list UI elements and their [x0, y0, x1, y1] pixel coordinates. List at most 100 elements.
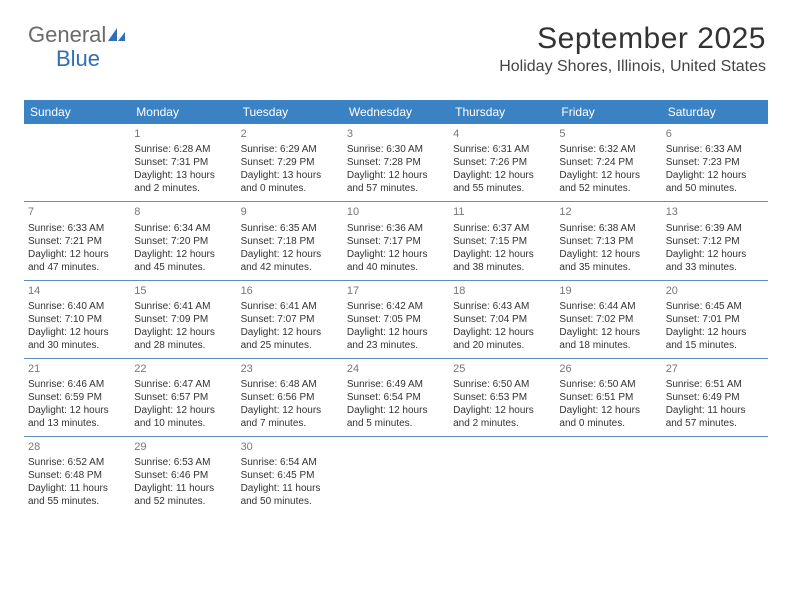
- sunset-line: Sunset: 7:01 PM: [666, 313, 764, 326]
- daylight-line: Daylight: 12 hours and 28 minutes.: [134, 326, 232, 352]
- page-subtitle: Holiday Shores, Illinois, United States: [499, 58, 766, 76]
- sunset-line: Sunset: 7:26 PM: [453, 156, 551, 169]
- daylight-line: Daylight: 12 hours and 33 minutes.: [666, 248, 764, 274]
- calendar-day-cell: [449, 437, 555, 515]
- sunrise-line: Sunrise: 6:42 AM: [347, 300, 445, 313]
- day-number: 24: [347, 362, 445, 376]
- sunrise-line: Sunrise: 6:41 AM: [134, 300, 232, 313]
- sunrise-line: Sunrise: 6:30 AM: [347, 143, 445, 156]
- sunrise-line: Sunrise: 6:37 AM: [453, 222, 551, 235]
- sunrise-line: Sunrise: 6:35 AM: [241, 222, 339, 235]
- sunset-line: Sunset: 7:17 PM: [347, 235, 445, 248]
- sunrise-line: Sunrise: 6:33 AM: [666, 143, 764, 156]
- calendar-body: 1Sunrise: 6:28 AMSunset: 7:31 PMDaylight…: [24, 124, 768, 514]
- day-number: 26: [559, 362, 657, 376]
- day-number: 25: [453, 362, 551, 376]
- daylight-line: Daylight: 11 hours and 52 minutes.: [134, 482, 232, 508]
- calendar: SundayMondayTuesdayWednesdayThursdayFrid…: [24, 100, 768, 514]
- day-number: 3: [347, 127, 445, 141]
- sunrise-line: Sunrise: 6:52 AM: [28, 456, 126, 469]
- day-number: 15: [134, 284, 232, 298]
- sunrise-line: Sunrise: 6:41 AM: [241, 300, 339, 313]
- calendar-day-cell: 15Sunrise: 6:41 AMSunset: 7:09 PMDayligh…: [130, 280, 236, 358]
- daylight-line: Daylight: 12 hours and 38 minutes.: [453, 248, 551, 274]
- sunset-line: Sunset: 7:29 PM: [241, 156, 339, 169]
- daylight-line: Daylight: 13 hours and 0 minutes.: [241, 169, 339, 195]
- sunset-line: Sunset: 6:51 PM: [559, 391, 657, 404]
- daylight-line: Daylight: 12 hours and 42 minutes.: [241, 248, 339, 274]
- day-number: 29: [134, 440, 232, 454]
- sunrise-line: Sunrise: 6:50 AM: [453, 378, 551, 391]
- sunrise-line: Sunrise: 6:51 AM: [666, 378, 764, 391]
- daylight-line: Daylight: 12 hours and 18 minutes.: [559, 326, 657, 352]
- day-number: 14: [28, 284, 126, 298]
- sunrise-line: Sunrise: 6:44 AM: [559, 300, 657, 313]
- sunset-line: Sunset: 6:46 PM: [134, 469, 232, 482]
- sunset-line: Sunset: 7:28 PM: [347, 156, 445, 169]
- sunset-line: Sunset: 6:54 PM: [347, 391, 445, 404]
- daylight-line: Daylight: 12 hours and 57 minutes.: [347, 169, 445, 195]
- calendar-day-cell: 21Sunrise: 6:46 AMSunset: 6:59 PMDayligh…: [24, 358, 130, 436]
- calendar-day-cell: 20Sunrise: 6:45 AMSunset: 7:01 PMDayligh…: [662, 280, 768, 358]
- day-number: 10: [347, 205, 445, 219]
- sunset-line: Sunset: 7:04 PM: [453, 313, 551, 326]
- calendar-day-cell: 4Sunrise: 6:31 AMSunset: 7:26 PMDaylight…: [449, 124, 555, 202]
- calendar-day-cell: [662, 437, 768, 515]
- calendar-day-cell: 10 Sunrise: 6:36 AMSunset: 7:17 PMDayligh…: [343, 202, 449, 280]
- day-number: 12: [559, 205, 657, 219]
- sunset-line: Sunset: 7:07 PM: [241, 313, 339, 326]
- day-number: 13: [666, 205, 764, 219]
- sunset-line: Sunset: 6:56 PM: [241, 391, 339, 404]
- day-number: 23: [241, 362, 339, 376]
- sunrise-line: Sunrise: 6:47 AM: [134, 378, 232, 391]
- sunrise-line: Sunrise: 6:38 AM: [559, 222, 657, 235]
- daylight-line: Daylight: 12 hours and 47 minutes.: [28, 248, 126, 274]
- calendar-day-cell: 17Sunrise: 6:42 AMSunset: 7:05 PMDayligh…: [343, 280, 449, 358]
- day-number: 7: [28, 205, 126, 219]
- sunset-line: Sunset: 6:57 PM: [134, 391, 232, 404]
- daylight-line: Daylight: 12 hours and 55 minutes.: [453, 169, 551, 195]
- weekday-header: Tuesday: [237, 100, 343, 124]
- day-number: 28: [28, 440, 126, 454]
- page-title: September 2025: [499, 22, 766, 56]
- sunset-line: Sunset: 7:23 PM: [666, 156, 764, 169]
- sunrise-line: Sunrise: 6:45 AM: [666, 300, 764, 313]
- sunset-line: Sunset: 6:45 PM: [241, 469, 339, 482]
- day-number: 9: [241, 205, 339, 219]
- calendar-week-row: 1Sunrise: 6:28 AMSunset: 7:31 PMDaylight…: [24, 124, 768, 202]
- weekday-header: Friday: [555, 100, 661, 124]
- calendar-day-cell: 28Sunrise: 6:52 AMSunset: 6:48 PMDayligh…: [24, 437, 130, 515]
- day-number: 30: [241, 440, 339, 454]
- calendar-day-cell: 16Sunrise: 6:41 AMSunset: 7:07 PMDayligh…: [237, 280, 343, 358]
- day-number: 17: [347, 284, 445, 298]
- sunrise-line: Sunrise: 6:29 AM: [241, 143, 339, 156]
- sunset-line: Sunset: 7:15 PM: [453, 235, 551, 248]
- weekday-header: Saturday: [662, 100, 768, 124]
- daylight-line: Daylight: 13 hours and 2 minutes.: [134, 169, 232, 195]
- sunrise-line: Sunrise: 6:50 AM: [559, 378, 657, 391]
- calendar-day-cell: 26Sunrise: 6:50 AMSunset: 6:51 PMDayligh…: [555, 358, 661, 436]
- sunset-line: Sunset: 7:13 PM: [559, 235, 657, 248]
- sunrise-line: Sunrise: 6:33 AM: [28, 222, 126, 235]
- sunrise-line: Sunrise: 6:32 AM: [559, 143, 657, 156]
- sunset-line: Sunset: 7:20 PM: [134, 235, 232, 248]
- sunrise-line: Sunrise: 6:34 AM: [134, 222, 232, 235]
- calendar-day-cell: 3 Sunrise: 6:30 AMSunset: 7:28 PMDaylight…: [343, 124, 449, 202]
- calendar-day-cell: 13Sunrise: 6:39 AMSunset: 7:12 PMDayligh…: [662, 202, 768, 280]
- sunrise-line: Sunrise: 6:28 AM: [134, 143, 232, 156]
- sunrise-line: Sunrise: 6:40 AM: [28, 300, 126, 313]
- sunrise-line: Sunrise: 6:36 AM: [347, 222, 445, 235]
- daylight-line: Daylight: 12 hours and 20 minutes.: [453, 326, 551, 352]
- sunset-line: Sunset: 6:49 PM: [666, 391, 764, 404]
- brand-line1: General: [28, 22, 106, 47]
- daylight-line: Daylight: 12 hours and 52 minutes.: [559, 169, 657, 195]
- day-number: 6: [666, 127, 764, 141]
- calendar-day-cell: 19Sunrise: 6:44 AMSunset: 7:02 PMDayligh…: [555, 280, 661, 358]
- daylight-line: Daylight: 12 hours and 50 minutes.: [666, 169, 764, 195]
- page-header: September 2025 Holiday Shores, Illinois,…: [499, 22, 766, 76]
- daylight-line: Daylight: 12 hours and 40 minutes.: [347, 248, 445, 274]
- calendar-day-cell: 2Sunrise: 6:29 AMSunset: 7:29 PMDaylight…: [237, 124, 343, 202]
- weekday-header: Wednesday: [343, 100, 449, 124]
- calendar-day-cell: 8Sunrise: 6:34 AMSunset: 7:20 PMDaylight…: [130, 202, 236, 280]
- weekday-header: Sunday: [24, 100, 130, 124]
